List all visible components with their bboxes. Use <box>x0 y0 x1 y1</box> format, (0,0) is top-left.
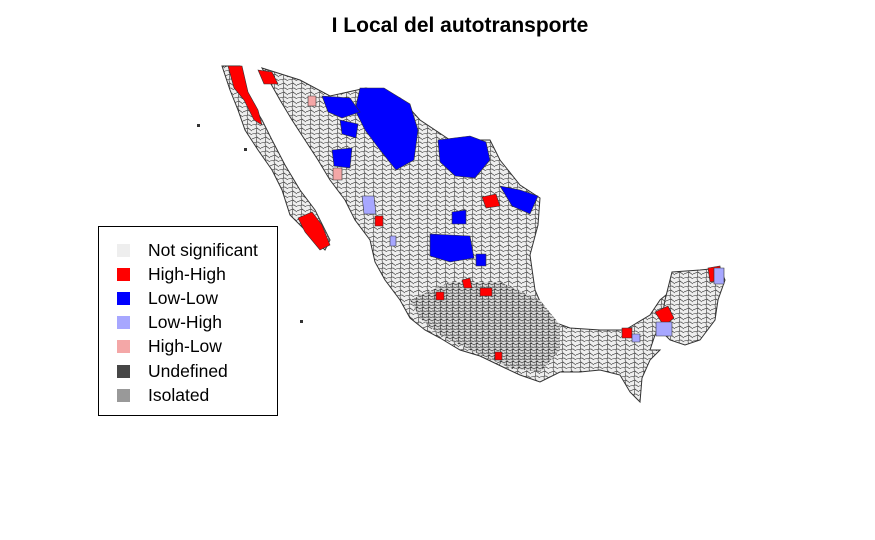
central-dense <box>410 282 560 372</box>
legend-label: Undefined <box>148 360 228 381</box>
legend-item-not-significant: Not significant <box>99 238 277 262</box>
legend-label: Isolated <box>148 384 210 405</box>
legend-swatch <box>117 243 130 257</box>
high-high-region <box>374 215 384 227</box>
high-high-region <box>621 327 633 339</box>
legend-label: High-High <box>148 263 226 284</box>
legend-item-undefined: Undefined <box>99 359 277 383</box>
map-title: I Local del autotransporte <box>331 14 589 37</box>
low-high-region <box>361 195 377 215</box>
high-high-region <box>461 277 473 289</box>
low-low-region <box>437 135 491 179</box>
high-high-region <box>494 351 503 361</box>
low-low-region <box>354 87 419 171</box>
high-high-region <box>481 193 501 209</box>
mexico-mainland <box>260 67 681 404</box>
low-low-region <box>321 95 361 119</box>
legend-item-high-low: High-Low <box>99 335 277 359</box>
legend-item-high-high: High-High <box>99 262 277 286</box>
legend-swatch <box>117 388 130 402</box>
legend-swatch <box>117 267 130 281</box>
low-low-region <box>339 119 359 139</box>
low-low-region <box>475 253 487 267</box>
legend-swatch <box>117 340 130 354</box>
legend-item-low-high: Low-High <box>99 311 277 335</box>
legend-label: Low-Low <box>148 287 219 308</box>
legend-item-low-low: Low-Low <box>99 286 277 310</box>
low-low-region <box>451 209 467 225</box>
low-high-region <box>655 321 673 337</box>
high-low-region <box>332 167 343 181</box>
high-high-region <box>297 211 331 251</box>
high-high-region <box>435 291 445 301</box>
low-low-region <box>429 233 475 263</box>
legend-label: Not significant <box>148 239 258 260</box>
legend-item-isolated: Isolated <box>99 383 277 407</box>
island <box>244 148 247 151</box>
island <box>300 320 303 323</box>
low-high-region <box>389 235 397 247</box>
high-high-region <box>479 287 493 297</box>
map-legend: Not significant High-High Low-Low Low-Hi… <box>98 226 278 416</box>
legend-swatch <box>117 316 130 330</box>
high-high-region <box>257 69 279 85</box>
island <box>197 124 200 127</box>
legend-label: Low-High <box>148 312 222 333</box>
low-low-region <box>331 147 353 169</box>
high-low-region <box>307 95 317 107</box>
legend-label: High-Low <box>148 336 222 357</box>
low-low-region <box>499 185 539 215</box>
low-high-region <box>713 267 725 285</box>
high-high-region <box>654 305 675 327</box>
legend-swatch <box>117 364 130 378</box>
legend-swatch <box>117 291 130 305</box>
high-high-region <box>227 65 263 126</box>
baja-california <box>221 65 331 251</box>
low-high-region <box>631 333 641 343</box>
